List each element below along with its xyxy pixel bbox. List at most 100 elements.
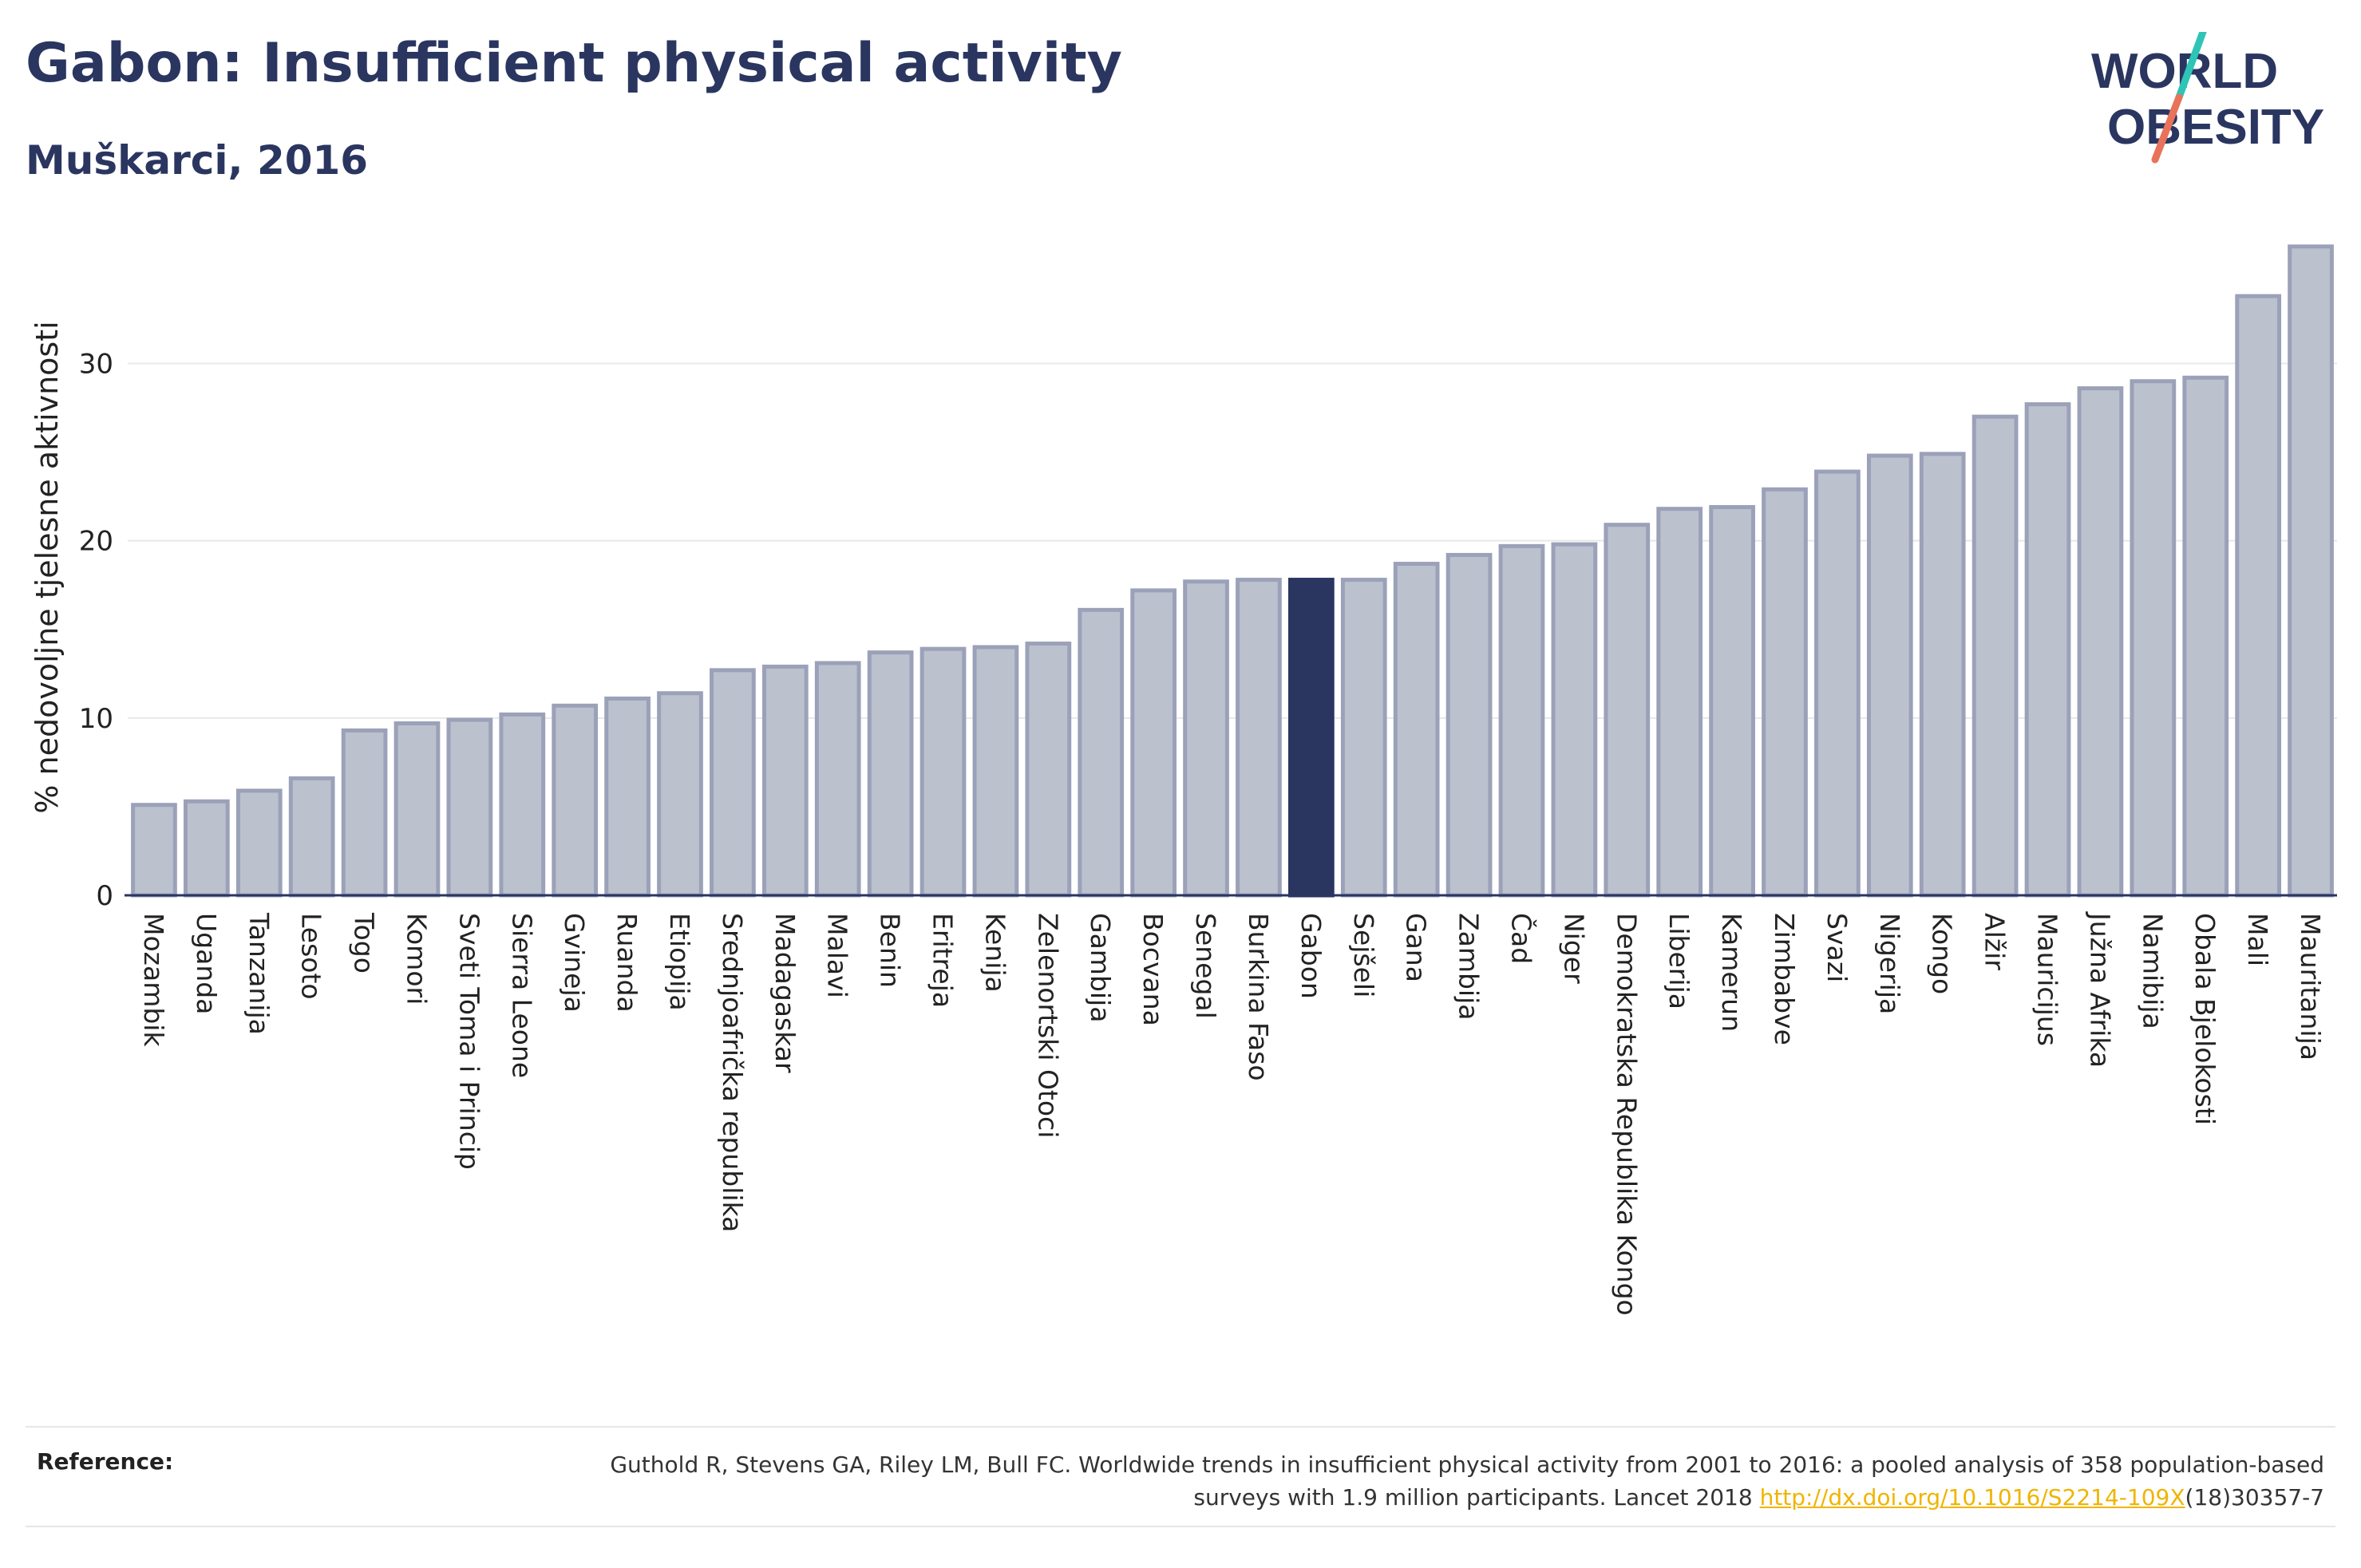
bar — [1183, 579, 1229, 898]
bar — [1814, 469, 1861, 898]
x-tick-label: Zimbabve — [1769, 913, 1800, 1045]
x-tick-label: Mozambik — [138, 913, 169, 1047]
bar — [1340, 578, 1387, 898]
y-tick-label: 10 — [79, 703, 113, 735]
x-tick-label: Burkina Faso — [1243, 913, 1274, 1081]
bar — [1078, 607, 1125, 898]
bar — [867, 650, 914, 898]
x-tick-label: Mali — [2242, 913, 2273, 966]
bar — [446, 717, 493, 898]
bar — [499, 712, 546, 898]
bar — [1498, 543, 1545, 898]
x-tick-label: Eritreja — [927, 913, 959, 1008]
bar — [1866, 453, 1913, 898]
reference-citation: Guthold R, Stevens GA, Riley LM, Bull FC… — [610, 1451, 2324, 1511]
bar — [2130, 379, 2177, 898]
y-tick-label: 30 — [79, 349, 113, 381]
bar — [1236, 578, 1282, 898]
x-tick-label: Kongo — [1927, 913, 1958, 994]
bar — [1393, 562, 1440, 898]
x-tick-label: Uganda — [191, 913, 222, 1014]
bar — [1762, 487, 1808, 898]
x-tick-label: Gana — [1401, 913, 1432, 982]
x-tick-label: Madagaskar — [769, 913, 801, 1073]
bar — [552, 703, 599, 898]
bar — [2182, 375, 2229, 898]
reference-top-rule — [26, 1426, 2335, 1428]
x-tick-label: Namibija — [2137, 913, 2168, 1029]
x-tick-label: Demokratska Republika Kongo — [1611, 913, 1642, 1316]
bar — [1604, 523, 1651, 898]
reference-text: Guthold R, Stevens GA, Riley LM, Bull FC… — [568, 1448, 2324, 1514]
x-tick-label: Gvineja — [559, 913, 590, 1013]
y-tick-label: 20 — [79, 526, 113, 558]
reference-citation-end: (18)30357-7 — [2185, 1484, 2324, 1511]
x-tick-label: Tanzanija — [243, 912, 275, 1035]
logo-slash-teal — [2175, 32, 2207, 101]
bar — [657, 691, 703, 898]
bar — [1551, 542, 1598, 898]
bar — [814, 661, 861, 898]
x-tick-label: Etiopija — [664, 913, 695, 1011]
bar — [2288, 244, 2334, 898]
world-obesity-logo: WORLD OBESITY — [2091, 32, 2324, 164]
x-tick-label: Obala Bjelokosti — [2189, 913, 2221, 1125]
reference-bottom-rule — [26, 1526, 2335, 1527]
bar — [394, 721, 441, 898]
x-tick-label: Nigerija — [1874, 913, 1905, 1014]
bar — [183, 799, 230, 898]
reference-label: Reference: — [37, 1448, 174, 1475]
x-tick-label: Svazi — [1821, 913, 1853, 982]
x-tick-label: Kamerun — [1716, 913, 1747, 1032]
logo-line2: OBESITY — [2107, 100, 2324, 155]
bar — [1971, 414, 2019, 898]
bar — [1709, 504, 1755, 898]
x-tick-label: Mauritanija — [2295, 913, 2326, 1060]
bar — [341, 728, 388, 898]
x-tick-label: Togo — [349, 912, 380, 974]
bar — [972, 645, 1019, 898]
x-tick-label: Čad — [1505, 913, 1537, 964]
logo-slash-coral — [2151, 93, 2183, 164]
bar — [1445, 552, 1493, 898]
x-tick-label: Srednjoafrička republika — [717, 913, 748, 1232]
bar — [919, 646, 967, 898]
x-tick-label: Sejšeli — [1348, 913, 1379, 997]
x-tick-label: Južna Afrika — [2084, 911, 2115, 1068]
bar — [710, 668, 756, 898]
x-tick-label: Mauricijus — [2032, 913, 2063, 1046]
x-tick-label: Gabon — [1295, 913, 1327, 999]
bar — [1130, 588, 1177, 898]
bar — [2077, 386, 2124, 898]
x-tick-label: Malavi — [822, 913, 853, 998]
chart-title: Gabon: Insufficient physical activity — [26, 32, 1122, 95]
bar — [131, 803, 177, 898]
x-tick-label: Kenija — [979, 913, 1010, 993]
bar-chart: 0 10 20 30 % nedovoljne tjelesne aktivnosti M… — [30, 244, 2337, 1316]
x-tick-label: Zambija — [1453, 913, 1485, 1020]
reference-link[interactable]: http://dx.doi.org/10.1016/S2214-109X — [1759, 1484, 2185, 1511]
x-tick-label: Lesoto — [296, 913, 327, 1000]
x-tick-label: Niger — [1558, 913, 1589, 984]
bar — [288, 776, 335, 898]
bar — [604, 696, 651, 898]
x-tick-label: Alžir — [1979, 913, 2011, 970]
chart-subtitle: Muškarci, 2016 — [26, 137, 369, 184]
bar — [2235, 294, 2282, 898]
bar — [1919, 452, 1966, 898]
x-tick-label: Liberija — [1663, 913, 1695, 1009]
x-tick-label: Gambija — [1085, 913, 1116, 1022]
x-tick-label: Zelenortski Otoci — [1032, 913, 1063, 1138]
x-tick-label: Ruanda — [611, 913, 643, 1013]
x-tick-label: Bocvana — [1137, 913, 1169, 1026]
x-tick-label: Senegal — [1190, 913, 1221, 1019]
bar — [1025, 642, 1072, 898]
x-tick-label: Sierra Leone — [506, 913, 537, 1078]
bar — [761, 664, 809, 898]
highlighted-bar — [1287, 578, 1335, 898]
x-tick-label: Benin — [875, 913, 906, 988]
x-tick-label: Komori — [401, 913, 432, 1005]
y-axis-title: % nedovoljne tjelesne aktivnosti — [30, 321, 65, 813]
bar — [235, 788, 283, 898]
bar — [1656, 507, 1703, 898]
